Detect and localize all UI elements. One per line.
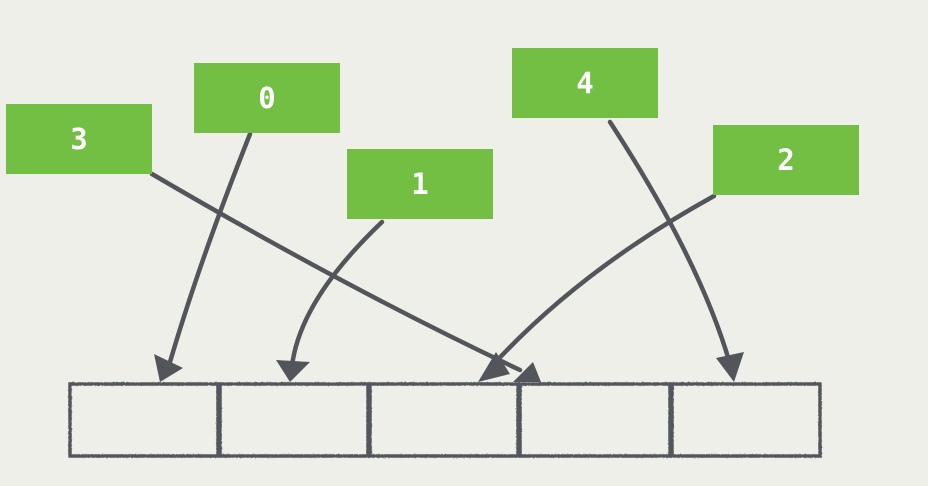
slot-0: [68, 382, 220, 458]
arrowhead-4: [716, 352, 744, 382]
arrowhead-3: [513, 362, 541, 382]
arrowhead-2: [478, 352, 510, 382]
box-4: 4: [512, 48, 658, 118]
arrow-1: [289, 219, 385, 369]
arrow-2: [489, 193, 717, 369]
box-label: 4: [576, 66, 594, 100]
box-1: 1: [347, 149, 493, 219]
slot-4: [670, 382, 822, 458]
slot-3: [518, 382, 672, 458]
box-label: 3: [70, 122, 88, 156]
box-label: 1: [411, 167, 429, 201]
arrowhead-1: [276, 360, 310, 382]
arrow-0: [167, 131, 253, 365]
box-2: 2: [713, 125, 859, 195]
slot-2: [368, 382, 520, 458]
box-3: 3: [6, 104, 152, 174]
slot-1: [218, 382, 370, 458]
slot-array: [68, 382, 822, 458]
arrowhead-0: [154, 354, 183, 382]
arrow-3: [149, 171, 523, 373]
box-label: 0: [258, 81, 276, 115]
arrow-4: [607, 119, 733, 367]
box-label: 2: [777, 143, 795, 177]
box-0: 0: [194, 63, 340, 133]
